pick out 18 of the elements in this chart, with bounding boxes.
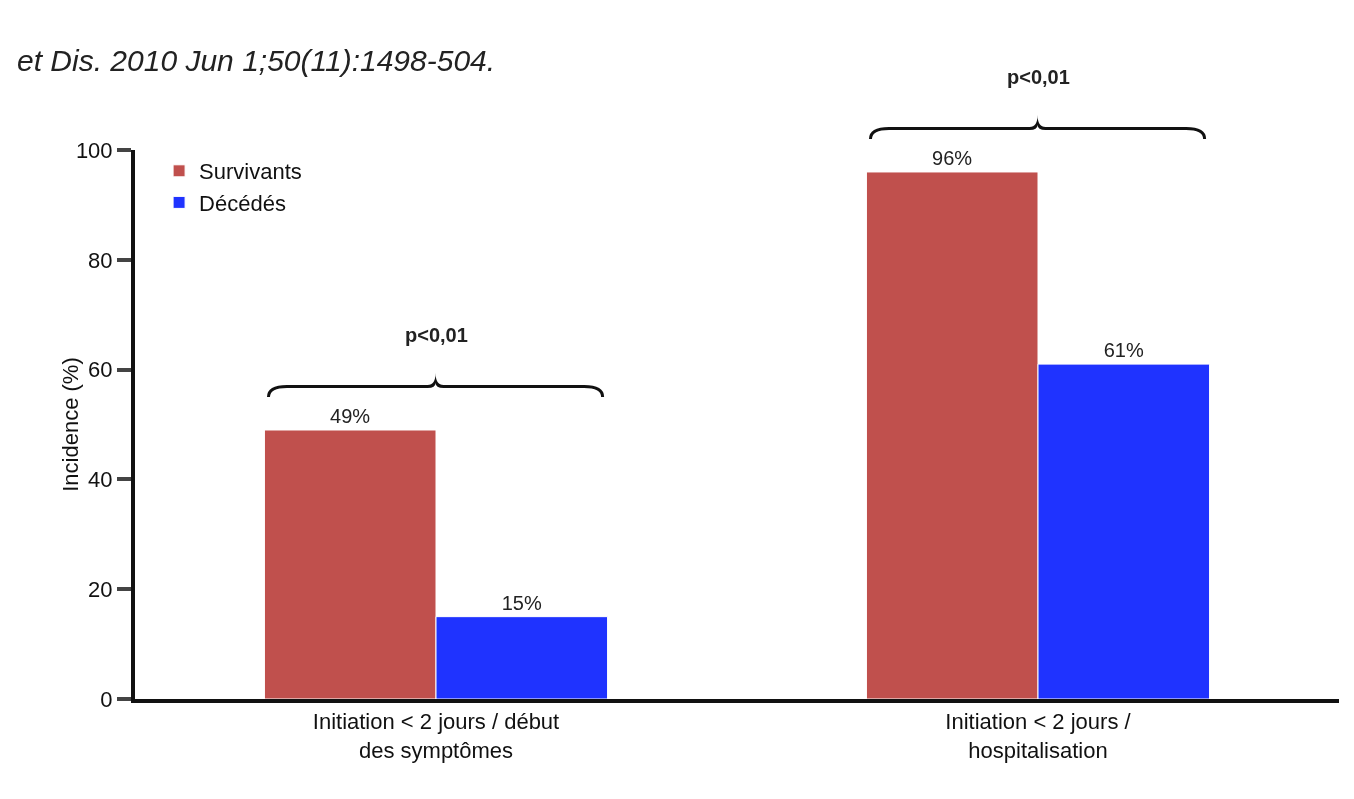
legend-label: Décédés	[199, 190, 286, 216]
annotation: p<0,01	[405, 324, 468, 346]
text: et Dis. 2010 Jun 1;50(11):1498-504.	[17, 44, 496, 77]
data-label: 15%	[501, 591, 542, 614]
y-tick-label: 40	[88, 467, 113, 493]
data-label: 96%	[932, 146, 973, 169]
y-tick-label: 20	[88, 576, 113, 602]
data-label: 49%	[330, 404, 371, 427]
text: p<0,01	[1007, 66, 1070, 88]
legend-label: Survivants	[199, 159, 302, 185]
y-tick-label: 0	[100, 686, 113, 712]
x-tick-label: Initiation < 2 jours / début des symptômes	[312, 709, 560, 763]
y-tick-label: 60	[88, 357, 113, 383]
x-tick-label: Initiation < 2 jours / hospitalisation	[945, 709, 1132, 763]
data-label: 61%	[1103, 339, 1144, 362]
y-axis-title: Incidence (%)	[58, 357, 83, 492]
y-tick-label: 100	[75, 137, 113, 163]
y-tick-label: 80	[88, 247, 113, 273]
